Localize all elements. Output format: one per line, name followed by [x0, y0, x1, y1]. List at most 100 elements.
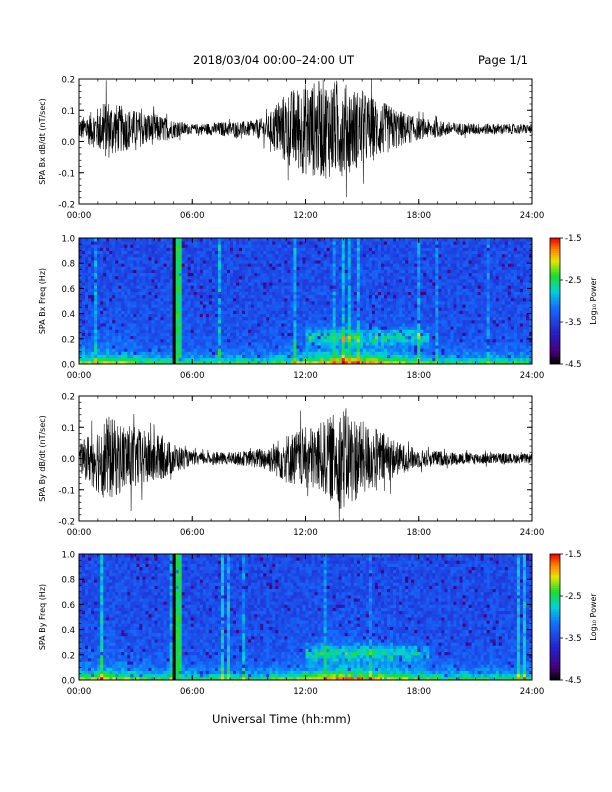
panel-2-heat-cell [175, 260, 180, 264]
panel-2-heat-cell [154, 282, 158, 286]
panel-2-heat-cell [275, 294, 279, 299]
panel-2-heat-cell [290, 282, 294, 286]
panel-2-heat-cell [405, 272, 409, 277]
panel-2-heat-cell [124, 253, 128, 258]
panel-2-heat-cell [371, 297, 376, 302]
panel-2-heat-cell [169, 360, 174, 365]
panel-2-heat-cell [423, 294, 427, 299]
panel-2-heat-cell [377, 269, 382, 274]
panel-2-heat-cell [251, 269, 255, 274]
panel-2-heat-cell [214, 332, 219, 337]
panel-2-heat-cell [251, 357, 255, 362]
panel-2-heat-cell [157, 253, 161, 258]
panel-2-heat-cell [272, 360, 276, 365]
panel-2-heat-cell [296, 263, 300, 267]
panel-2-heat-cell [362, 247, 367, 251]
panel-2-heat-cell [257, 341, 261, 346]
panel-2-heat-cell [441, 285, 445, 289]
panel-2-heat-cell [308, 316, 312, 321]
panel-2-heat-cell [118, 304, 122, 308]
panel-2-heat-cell [118, 275, 122, 280]
panel-2-heat-cell [193, 307, 198, 311]
panel-2-heat-cell [429, 357, 433, 362]
panel-2-heat-cell [323, 345, 328, 349]
panel-2-heat-cell [112, 345, 116, 349]
panel-2-heat-cell [414, 338, 418, 343]
panel-2-heat-cell [251, 250, 255, 255]
panel-2-heat-cell [390, 278, 394, 283]
panel-2-heat-cell [88, 291, 92, 296]
panel-2-heat-cell [205, 338, 210, 343]
panel-2-heat-cell [438, 241, 442, 245]
panel-2-heat-cell [326, 275, 331, 280]
panel-2-heat-cell [214, 247, 219, 251]
panel-2-heat-cell [432, 256, 436, 261]
panel-2-heat-cell [332, 301, 337, 305]
panel-2-heat-cell [217, 326, 222, 330]
panel-2-heat-cell [314, 294, 318, 299]
panel-2-heat-cell [82, 319, 86, 324]
panel-2-heat-cell [205, 316, 210, 321]
panel-2-heat-cell [187, 307, 192, 311]
panel-2-heat-cell [384, 304, 388, 308]
panel-2-heat-cell [317, 244, 321, 248]
panel-2-heat-cell [402, 335, 406, 340]
panel-2-heat-cell [175, 269, 180, 274]
panel-2-heat-cell [257, 310, 261, 314]
panel-2-heat-cell [142, 263, 146, 267]
panel-2-heat-cell [248, 272, 252, 277]
panel-2-heat-cell [196, 319, 201, 324]
panel-2-heat-cell [356, 250, 361, 255]
panel-2-heat-cell [371, 326, 376, 330]
panel-2-heat-cell [248, 285, 252, 289]
panel-2-heat-cell [187, 253, 192, 258]
panel-2-heat-cell [148, 241, 152, 245]
panel-2-heat-cell [236, 263, 240, 267]
panel-2-heat-cell [118, 335, 122, 340]
panel-2-heat-cell [347, 285, 352, 289]
panel-2-heat-cell [254, 351, 258, 355]
panel-2-heat-cell [263, 288, 267, 292]
panel-2-heat-cell [254, 294, 258, 299]
panel-2-heat-cell [332, 307, 337, 311]
panel-2-heat-cell [187, 285, 192, 289]
panel-2-heat-cell [311, 285, 315, 289]
panel-2-heat-cell [172, 341, 177, 346]
panel-2-heat-cell [423, 266, 427, 270]
panel-2-heat-cell [417, 294, 421, 299]
panel-2-heat-cell [387, 263, 391, 267]
panel-2-heat-cell [193, 291, 198, 296]
panel-2-heat-cell [444, 304, 448, 308]
panel-2-heat-cell [245, 291, 249, 296]
panel-2-heat-cell [438, 301, 442, 305]
panel-2-heat-cell [214, 326, 219, 330]
panel-2-heat-cell [148, 335, 152, 340]
panel-2-heat-cell [239, 260, 243, 264]
panel-2-heat-cell [284, 345, 288, 349]
panel-2-heat-cell [103, 304, 107, 308]
panel-2-heat-cell [371, 341, 376, 346]
panel-2-heat-cell [293, 304, 297, 308]
panel-2-heat-cell [97, 294, 101, 299]
panel-2-heat-cell [91, 244, 95, 248]
panel-2-heat-cell [326, 272, 331, 277]
panel-2-heat-cell [293, 278, 297, 283]
panel-2-heat-cell [112, 291, 116, 296]
panel-2-heat-cell [272, 341, 276, 346]
panel-2-heat-cell [136, 310, 140, 314]
panel-2-heat-cell [175, 297, 180, 302]
panel-2-heat-cell [290, 241, 294, 245]
panel-2-heat-cell [284, 269, 288, 274]
panel-2-heat-cell [157, 256, 161, 261]
panel-2-heat-cell [217, 360, 222, 365]
panel-2-heat-cell [226, 304, 231, 308]
panel-2-heat-cell [199, 338, 204, 343]
panel-2-heat-cell [109, 319, 113, 324]
panel-2-heat-cell [82, 263, 86, 267]
panel-2-heat-cell [411, 304, 415, 308]
panel-2-heat-cell [85, 282, 89, 286]
panel-2-heat-cell [381, 272, 385, 277]
panel-2-heat-cell [94, 313, 98, 318]
panel-2-heat-cell [211, 253, 216, 258]
panel-2-heat-cell [160, 351, 164, 355]
